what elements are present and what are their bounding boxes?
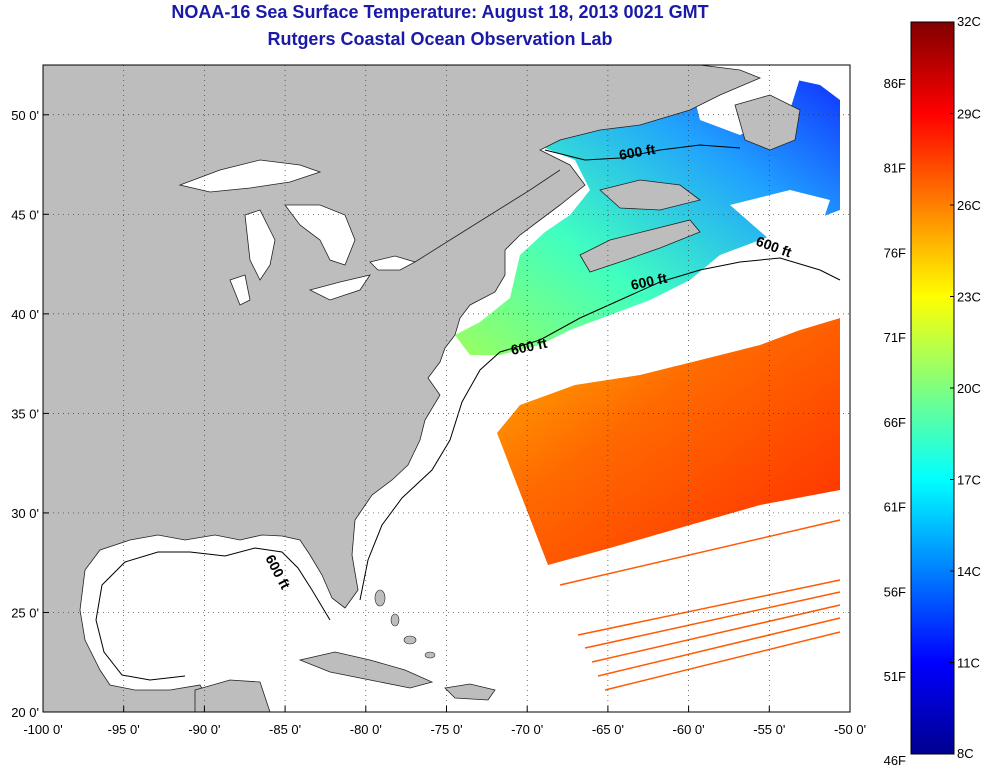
fahrenheit-label: 61F bbox=[884, 500, 906, 515]
bahamas-land bbox=[374, 589, 436, 659]
celsius-label: 11C bbox=[957, 656, 980, 671]
map-title: NOAA-16 Sea Surface Temperature: August … bbox=[171, 2, 709, 22]
lat-tick-label: 20 0' bbox=[11, 705, 39, 720]
st-lawrence-river bbox=[414, 169, 561, 263]
lat-tick-label: 35 0' bbox=[11, 406, 39, 421]
cloud-mask bbox=[590, 270, 840, 378]
fahrenheit-label: 46F bbox=[884, 753, 906, 768]
fahrenheit-label: 76F bbox=[884, 245, 906, 260]
celsius-label: 8C bbox=[957, 746, 974, 761]
lon-tick-label: -80 0' bbox=[350, 722, 382, 737]
great-lakes bbox=[178, 159, 417, 306]
lat-tick-label: 25 0' bbox=[11, 605, 39, 620]
celsius-label: 17C bbox=[957, 473, 981, 488]
fahrenheit-label: 56F bbox=[884, 584, 906, 599]
lon-tick-label: -50 0' bbox=[834, 722, 866, 737]
lon-tick-label: -85 0' bbox=[269, 722, 301, 737]
contour-label: 600 ft bbox=[629, 270, 668, 293]
lat-tick-label: 40 0' bbox=[11, 307, 39, 322]
map-axes: -100 0' -95 0' -90 0' -85 0' -80 0' -75 0' -70… bbox=[11, 108, 866, 737]
celsius-label: 14C bbox=[957, 564, 981, 579]
newfoundland-land bbox=[734, 94, 801, 151]
lat-tick-label: 50 0' bbox=[11, 108, 39, 123]
fahrenheit-label: 86F bbox=[884, 76, 906, 91]
contour-label: 600 ft bbox=[509, 335, 548, 358]
lon-tick-label: -55 0' bbox=[753, 722, 785, 737]
celsius-label: 20C bbox=[957, 381, 981, 396]
sst-warm-swath bbox=[497, 318, 840, 565]
lon-tick-label: -75 0' bbox=[430, 722, 462, 737]
contour-label: 600 ft bbox=[618, 141, 657, 163]
celsius-label: 29C bbox=[957, 107, 981, 122]
lon-tick-label: -90 0' bbox=[188, 722, 220, 737]
celsius-label: 32C bbox=[957, 14, 981, 29]
isobath-600ft bbox=[95, 547, 331, 681]
lon-tick-label: -100 0' bbox=[23, 722, 62, 737]
isobath-600ft bbox=[359, 257, 841, 601]
gaspe-land bbox=[599, 179, 701, 211]
lon-tick-label: -65 0' bbox=[592, 722, 624, 737]
sst-swath-streaks bbox=[559, 519, 841, 691]
isobath-600ft bbox=[544, 144, 741, 161]
colorbar-gradient bbox=[910, 21, 955, 755]
fahrenheit-label: 71F bbox=[884, 330, 906, 345]
fahrenheit-label: 66F bbox=[884, 415, 906, 430]
lon-tick-label: -95 0' bbox=[108, 722, 140, 737]
nova-scotia-land bbox=[579, 219, 701, 273]
lat-tick-label: 30 0' bbox=[11, 506, 39, 521]
yucatan-land bbox=[194, 679, 271, 712]
lon-tick-label: -60 0' bbox=[673, 722, 705, 737]
fahrenheit-label: 51F bbox=[884, 669, 906, 684]
celsius-label: 23C bbox=[957, 290, 981, 305]
lat-tick-label: 45 0' bbox=[11, 207, 39, 222]
map-subtitle: Rutgers Coastal Ocean Observation Lab bbox=[267, 29, 613, 49]
hispaniola-land bbox=[444, 683, 496, 701]
colorbar-labels: 32C 29C 26C 23C 20C 17C 14C 11C 8C 86F 81F 76F 71F 66… bbox=[884, 14, 981, 768]
north-america-land bbox=[43, 65, 762, 712]
fahrenheit-label: 81F bbox=[884, 161, 906, 176]
lon-tick-label: -70 0' bbox=[511, 722, 543, 737]
celsius-label: 26C bbox=[957, 198, 981, 213]
cloud-mask bbox=[730, 190, 830, 240]
